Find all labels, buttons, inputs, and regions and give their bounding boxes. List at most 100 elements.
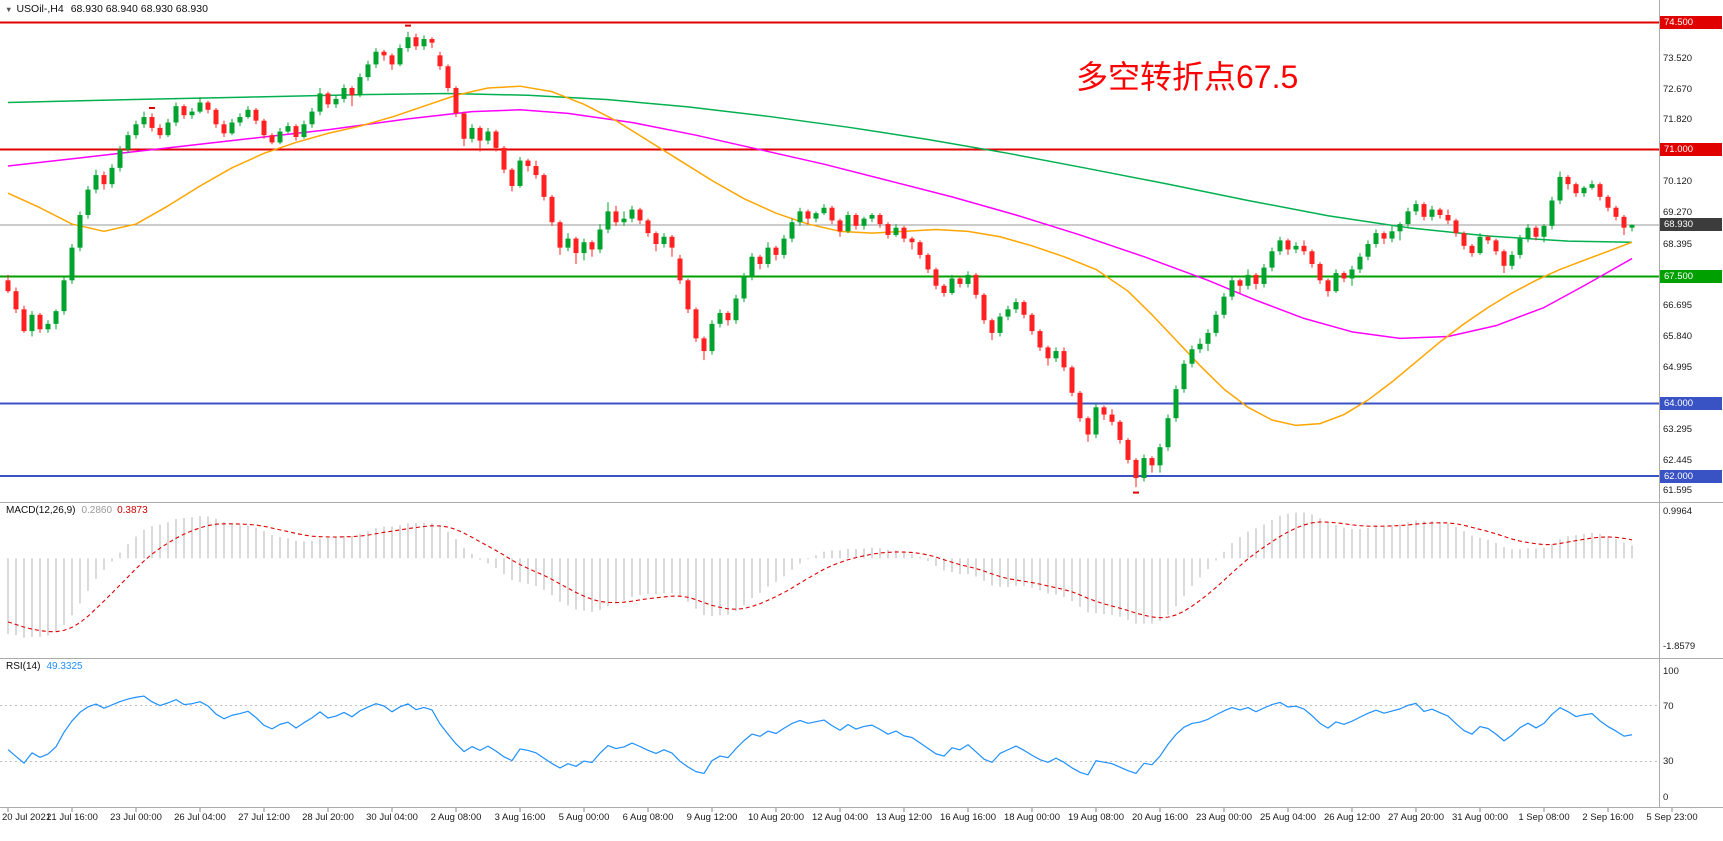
candle-body-up	[1221, 296, 1227, 315]
candle-body-down	[1029, 314, 1035, 332]
candle-body-down	[1341, 273, 1347, 279]
candle-body-up	[1525, 227, 1531, 239]
candle-body-down	[1085, 418, 1091, 435]
symbol-dropdown-icon[interactable]: ▼	[5, 5, 13, 14]
candle-body-down	[1501, 251, 1507, 266]
candle-body-down	[925, 254, 931, 270]
rsi-indicator-label: RSI(14) 49.3325	[6, 661, 83, 672]
price-axis[interactable]: 73.520 72.670 71.820 70.120 69.270 68.395 66.6…	[1660, 0, 1723, 807]
macd-histogram	[7, 512, 1633, 638]
candle-body-down	[325, 93, 331, 105]
candle-body-up	[1333, 273, 1339, 292]
candle-body-down	[1621, 216, 1627, 228]
candle-body-down	[1237, 280, 1243, 286]
candle-body-down	[221, 124, 227, 134]
candle-body-up	[1429, 209, 1435, 217]
candle-body-down	[461, 113, 467, 139]
candle-body-down	[909, 238, 915, 243]
price-tick-label: 62.445	[1663, 454, 1693, 466]
candle-body-up	[301, 124, 307, 137]
candle-body-up	[1389, 231, 1395, 239]
macd-axis-max-label: 0.9964	[1663, 506, 1693, 517]
candle-body-up	[717, 312, 723, 324]
candle-body-up	[1509, 254, 1515, 266]
candle-body-up	[373, 51, 379, 65]
candle-body-down	[701, 338, 707, 352]
candle-body-up	[861, 218, 867, 226]
candle-body-down	[1437, 209, 1443, 215]
ma-fast-orange-line	[7, 85, 1633, 427]
candle-body-down	[413, 37, 419, 47]
symbol-timeframe-label: USOil-,H4	[16, 3, 64, 15]
candle-body-up	[173, 106, 179, 123]
candle-body-up	[517, 160, 523, 186]
candle-body-down	[1301, 245, 1307, 252]
price-tick-label: 66.695	[1663, 300, 1693, 312]
candle-body-up	[117, 149, 123, 168]
candle-body-down	[349, 88, 355, 96]
candle-body-down	[213, 109, 219, 125]
candle-body-down	[725, 312, 731, 321]
candle-body-up	[781, 238, 787, 255]
candle-body-down	[613, 211, 619, 223]
price-badge-71.000: 71.000	[1660, 143, 1722, 157]
candle-body-up	[893, 227, 899, 235]
time-axis-label: 9 Aug 12:00	[686, 812, 738, 823]
candle-body-down	[493, 131, 499, 148]
candle-body-up	[109, 167, 115, 185]
candle-body-up	[1293, 245, 1299, 250]
candle-body-down	[1021, 302, 1027, 315]
time-axis-label: 5 Sep 23:00	[1646, 812, 1698, 823]
time-axis-label: 5 Aug 00:00	[558, 812, 610, 823]
candle-body-down	[837, 220, 843, 232]
time-axis-label: 31 Aug 00:00	[1452, 812, 1508, 823]
candles-layer[interactable]	[5, 31, 1635, 488]
candle-body-down	[1421, 204, 1427, 217]
candle-body-up	[237, 117, 243, 123]
candle-body-down	[773, 247, 779, 255]
candle-body-down	[829, 207, 835, 221]
ma-medium-magenta-line	[7, 109, 1633, 340]
time-axis-label: 18 Aug 00:00	[1004, 812, 1060, 823]
candle-body-down	[1565, 176, 1571, 185]
candle-body-down	[1125, 439, 1131, 460]
candle-body-down	[101, 175, 107, 185]
chart-annotation-text[interactable]: 多空转折点67.5	[1076, 59, 1299, 95]
candle-body-up	[845, 214, 851, 232]
candle-body-up	[1141, 458, 1147, 479]
candle-body-up	[1373, 233, 1379, 245]
candle-body-down	[501, 147, 507, 170]
candle-body-down	[1285, 240, 1291, 250]
candle-body-up	[749, 256, 755, 277]
price-badge-74.500: 74.500	[1660, 16, 1722, 30]
current-ohlc-values: 68.930 68.940 68.930 68.930	[70, 3, 208, 15]
candle-body-down	[677, 258, 683, 281]
time-axis[interactable]: 20 Jul 2021 21 Jul 16:00 23 Jul 00:00 26 Ju…	[0, 808, 1723, 841]
candle-body-down	[1573, 184, 1579, 194]
candle-body-up	[1165, 418, 1171, 448]
price-tick-label: 68.395	[1663, 238, 1693, 250]
candle-body-up	[965, 274, 971, 284]
rsi-axis-label-70: 70	[1663, 700, 1674, 712]
candle-body-down	[1101, 407, 1107, 415]
time-axis-label: 19 Aug 08:00	[1068, 812, 1124, 823]
time-axis-label: 26 Aug 12:00	[1324, 812, 1380, 823]
candle-body-up	[197, 102, 203, 112]
candle-body-down	[1045, 347, 1051, 359]
price-tick-label: 69.270	[1663, 206, 1693, 218]
time-axis-label: 25 Aug 04:00	[1260, 812, 1316, 823]
candle-body-down	[389, 55, 395, 65]
rsi-line	[7, 695, 1633, 776]
candle-body-up	[1477, 236, 1483, 254]
candle-body-up	[1413, 204, 1419, 212]
candle-body-up	[333, 98, 339, 105]
candle-body-down	[1381, 233, 1387, 239]
macd-signal-value: 0.3873	[117, 505, 148, 516]
candle-body-up	[133, 124, 139, 136]
time-axis-label: 23 Aug 00:00	[1196, 812, 1252, 823]
candle-body-down	[1077, 392, 1083, 419]
price-tick-label: 70.120	[1663, 176, 1693, 188]
time-axis-label: 10 Aug 20:00	[748, 812, 804, 823]
candle-body-down	[533, 166, 539, 176]
